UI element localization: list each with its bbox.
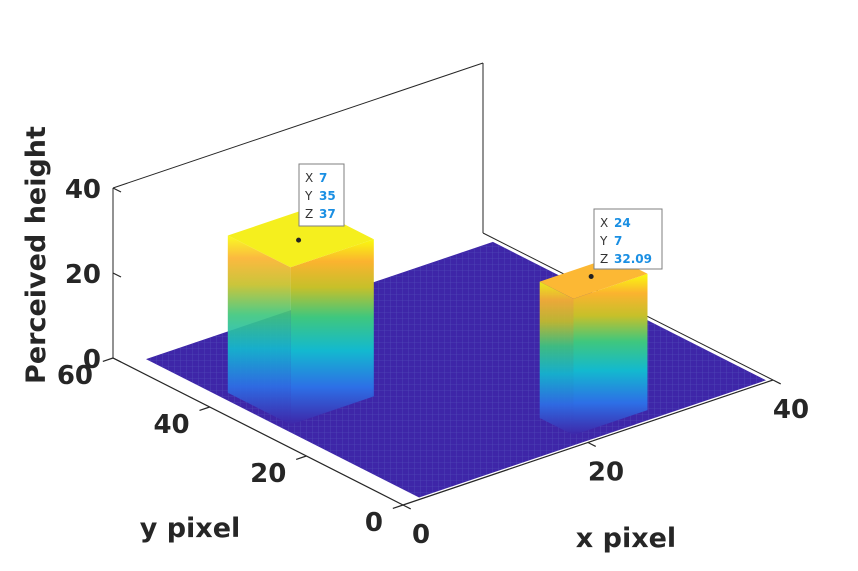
- y-axis-line: [112, 357, 404, 506]
- datatip-value: 24: [614, 216, 631, 230]
- z-axis-label: Perceived height: [21, 126, 52, 384]
- y-tick-mark: [295, 455, 307, 461]
- z-tick-label: 20: [65, 260, 101, 290]
- y-tick-label: 0: [365, 508, 383, 538]
- datatip-key: Z: [600, 252, 608, 266]
- y-tick-mark: [392, 504, 404, 510]
- feature-side-front: [573, 273, 648, 436]
- z-tick-label: 0: [83, 345, 101, 375]
- y-tick-label: 20: [250, 459, 286, 489]
- y-tick-mark: [199, 406, 210, 412]
- x-tick-label: 0: [412, 520, 430, 550]
- feature-2: [539, 256, 648, 436]
- datatip-value: 7: [614, 234, 622, 248]
- y-tick-label: 40: [153, 410, 189, 440]
- y-axis-label: y pixel: [140, 513, 241, 544]
- y-tick-label: 60: [57, 361, 93, 391]
- datatip-key: Y: [599, 234, 608, 248]
- datatip-box: [593, 208, 663, 270]
- datatip-marker: [588, 273, 594, 279]
- x-axis-label: x pixel: [576, 523, 676, 554]
- axis-labels: x pixel y pixel Perceived height: [21, 126, 676, 554]
- datatip-value: 7: [319, 171, 327, 185]
- x-tick-label: 20: [588, 458, 624, 488]
- feature-side-left: [539, 281, 574, 436]
- datatip-box: [298, 163, 345, 227]
- x-tick-mark: [772, 379, 782, 385]
- datatip-1: X 7Y 35 Z 37: [296, 163, 345, 243]
- feature-side-left: [227, 235, 291, 425]
- y-tick-mark: [102, 357, 114, 363]
- datatip-value: 32.09: [614, 252, 652, 266]
- datatip-key: Z: [305, 207, 313, 221]
- box-edge: [112, 62, 484, 189]
- x-tick-mark: [587, 441, 597, 447]
- x-tick-mark: [402, 504, 412, 510]
- datatip-key: X: [600, 216, 608, 230]
- datatips: X 7Y 35Z 37X 24Y 7Z 32.09: [296, 163, 663, 279]
- datatip-value: 37: [319, 207, 336, 221]
- feature-side-front: [290, 239, 374, 425]
- x-tick-label: 40: [773, 395, 809, 425]
- z-tick-label: 40: [65, 175, 101, 205]
- datatip-2: X 24 Y 7Z 32.09: [588, 208, 663, 279]
- datatip-key: X: [305, 171, 313, 185]
- z-tick-mark: [112, 357, 122, 363]
- z-tick-mark: [112, 272, 122, 278]
- datatip-marker: [296, 237, 302, 243]
- z-tick-mark: [112, 187, 122, 193]
- datatip-key: Y: [304, 189, 313, 203]
- datatip-value: 35: [319, 189, 336, 203]
